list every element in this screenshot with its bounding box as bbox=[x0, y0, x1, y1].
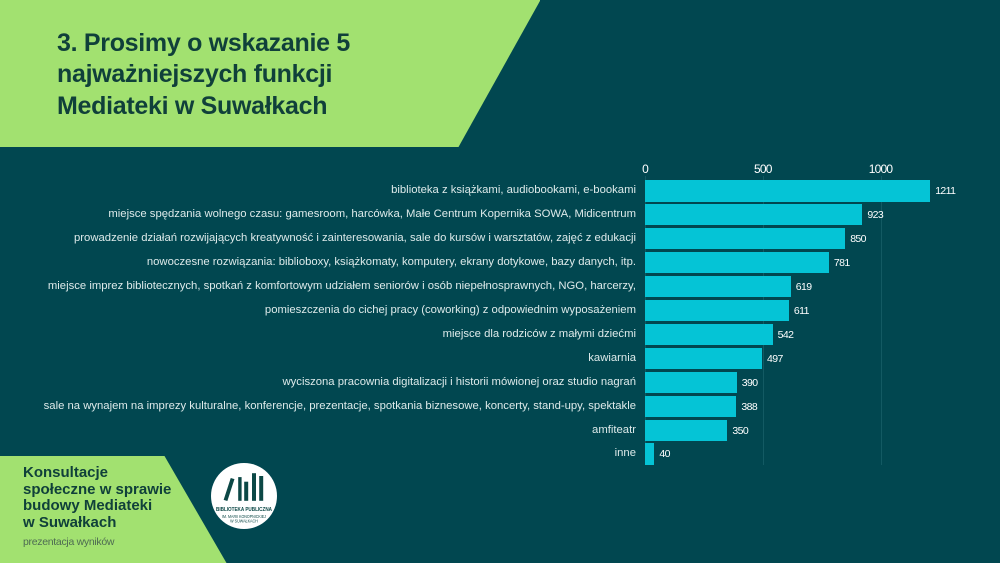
svg-text:W SUWAŁKACH: W SUWAŁKACH bbox=[230, 518, 258, 523]
svg-text:BIBLIOTEKA PUBLICZNA: BIBLIOTEKA PUBLICZNA bbox=[216, 507, 273, 513]
svg-text:IM. MARII KONOPNICKIEJ: IM. MARII KONOPNICKIEJ bbox=[222, 514, 266, 519]
